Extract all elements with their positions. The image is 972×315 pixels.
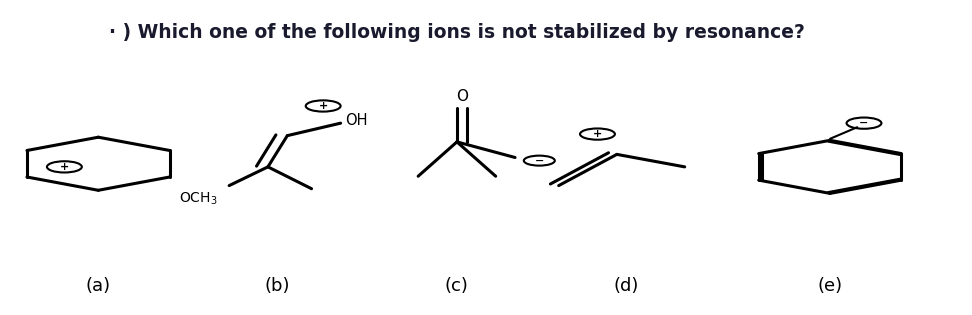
Text: OH: OH (345, 112, 368, 128)
Text: OCH$_3$: OCH$_3$ (180, 191, 218, 208)
Text: (b): (b) (264, 277, 291, 295)
Text: −: − (859, 118, 869, 128)
Text: (a): (a) (86, 277, 111, 295)
Text: +: + (319, 101, 328, 111)
Text: (c): (c) (445, 277, 469, 295)
Text: −: − (535, 156, 544, 166)
Text: (e): (e) (817, 277, 843, 295)
Text: O: O (456, 89, 468, 104)
Text: (d): (d) (614, 277, 640, 295)
Text: +: + (59, 162, 69, 172)
Text: · ) Which one of the following ions is not stabilized by resonance?: · ) Which one of the following ions is n… (109, 23, 805, 42)
Text: +: + (593, 129, 602, 139)
